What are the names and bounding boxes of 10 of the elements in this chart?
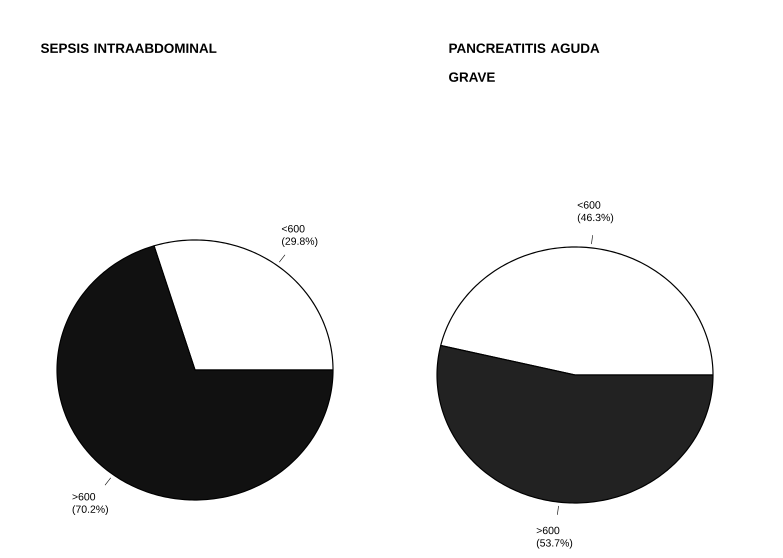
chart-title: PANCREATITIS AGUDA GRAVE xyxy=(449,44,600,82)
data-label: (46.3%) xyxy=(578,213,614,224)
slice-label: >600 xyxy=(536,526,560,534)
slice-label: <600 xyxy=(282,225,305,232)
data-label: (53.7%) xyxy=(536,538,572,549)
data-label: (70.2%) xyxy=(72,505,108,515)
chart-title: SEPSIS INTRAABDOMINAL xyxy=(40,44,216,54)
slice-label: >600 xyxy=(72,493,96,500)
data-label: (29.8%) xyxy=(282,237,318,247)
slice-label: <600 xyxy=(578,201,600,209)
